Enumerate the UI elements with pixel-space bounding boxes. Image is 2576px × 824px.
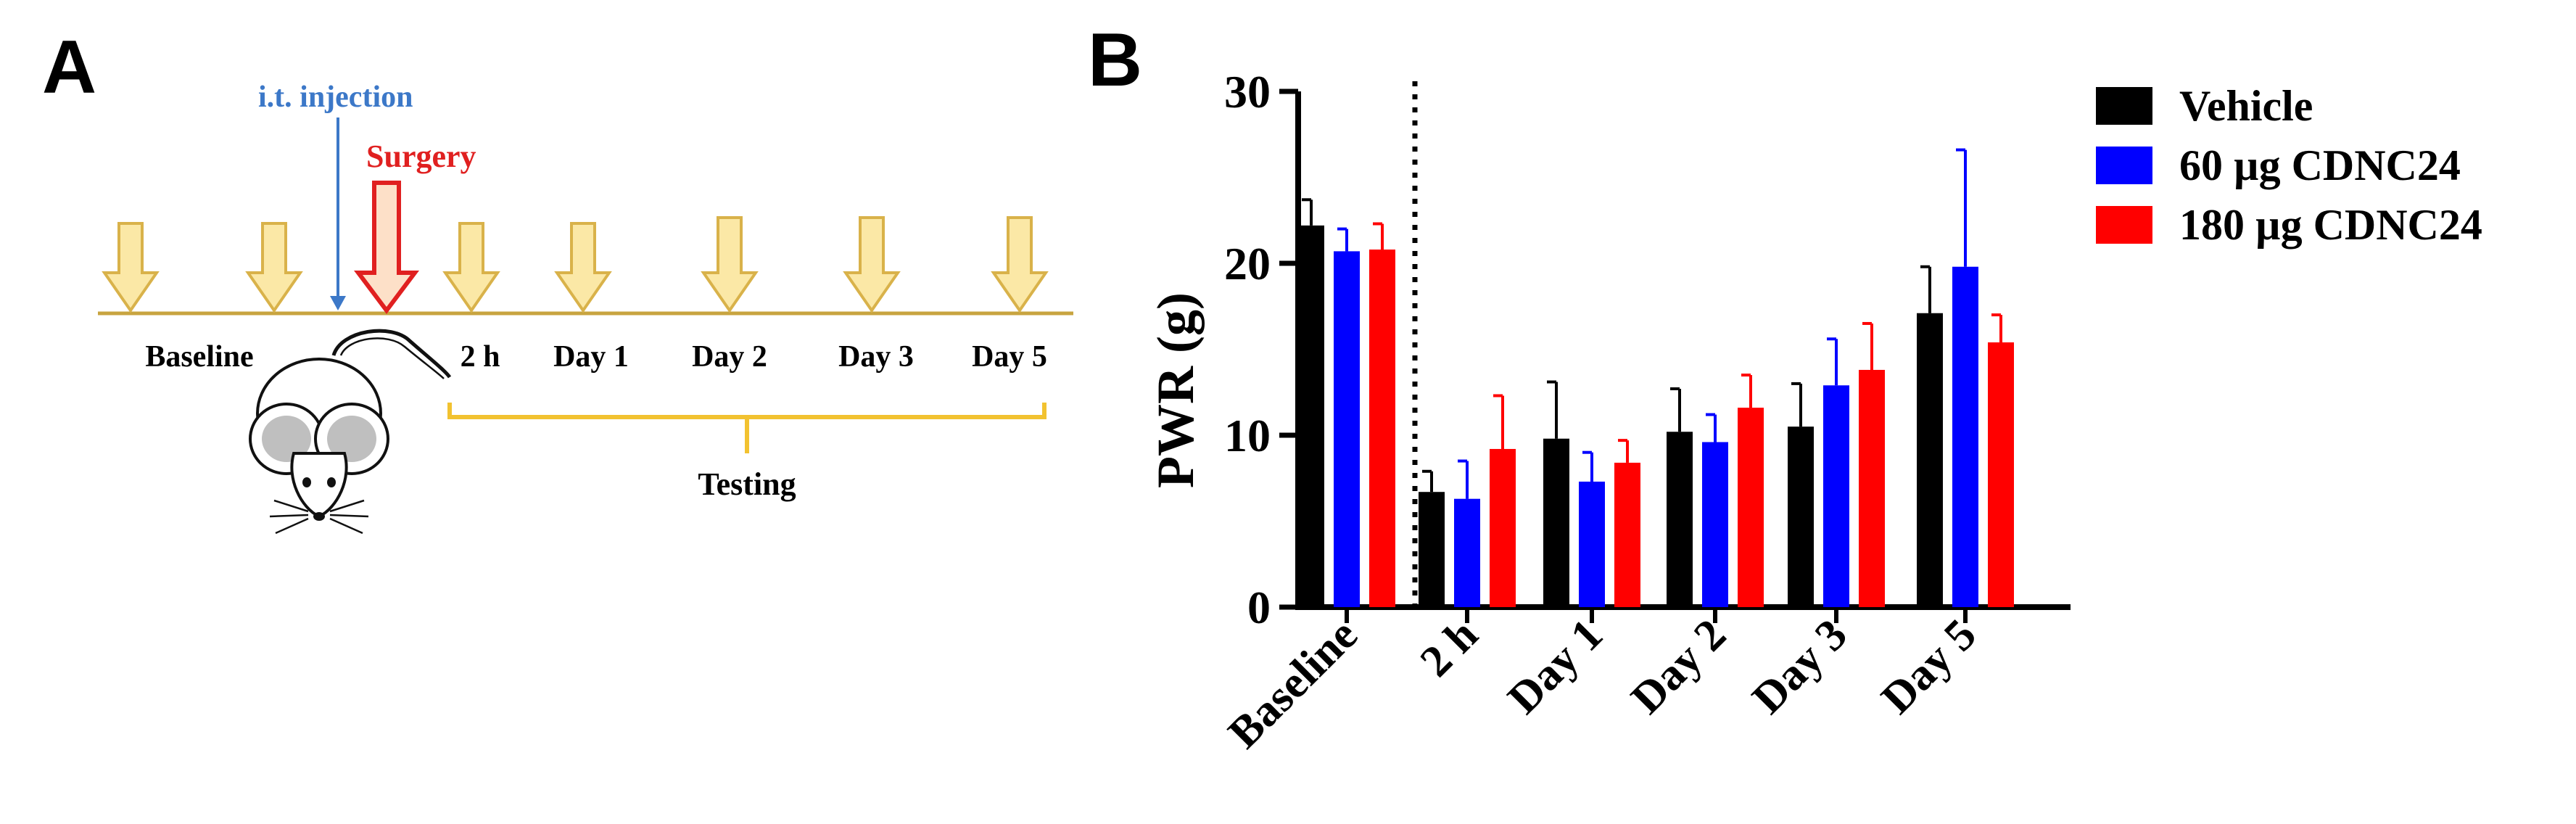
panel-b-letter: B (1088, 18, 1142, 102)
x-tick-label: Day 1 (1498, 610, 1611, 723)
down-arrow-icon-day2 (701, 216, 759, 313)
bar-vehicle (1298, 225, 1324, 607)
x-tick-label: Day 3 (1743, 610, 1856, 723)
legend-swatch-180ug (2096, 206, 2152, 244)
bar-180ug (1859, 369, 1885, 607)
bar-180ug (1614, 462, 1640, 607)
bar-60ug (1454, 498, 1480, 607)
testing-label: Testing (698, 466, 796, 502)
timepoint-label-day2: Day 2 (692, 340, 767, 374)
panel-a-letter: A (42, 25, 96, 110)
timepoint-label-day1: Day 1 (553, 340, 629, 374)
y-tick-label: 10 (1224, 410, 1271, 461)
bar-vehicle (1419, 492, 1445, 607)
y-tick-label: 30 (1224, 66, 1271, 118)
panel-a: A i.t. injection Surgery Baseline 2 h Da… (42, 25, 1073, 535)
down-arrow-icon-day3 (843, 216, 901, 313)
timepoint-label-2h: 2 h (461, 340, 500, 374)
bar-180ug (1988, 342, 2014, 607)
x-tick-label: 2 h (1411, 610, 1487, 686)
y-axis-title: PWR (g) (1147, 292, 1205, 488)
legend-label-vehicle: Vehicle (2179, 82, 2313, 130)
testing-bracket (447, 403, 1046, 453)
legend-swatch-vehicle (2096, 87, 2152, 125)
timepoint-label-baseline: Baseline (145, 340, 253, 374)
down-arrow-icon-baseline-1 (102, 222, 160, 313)
bar-180ug (1490, 448, 1516, 607)
legend-label-180ug: 180 µg CDNC24 (2179, 201, 2482, 249)
bar-60ug (1334, 251, 1360, 607)
injection-arrow-head (330, 296, 346, 310)
legend: Vehicle 60 µg CDNC24 180 µg CDNC24 (2096, 82, 2482, 249)
bar-60ug (1702, 442, 1728, 607)
surgery-label: Surgery (366, 139, 476, 174)
surgery-arrow (354, 181, 419, 314)
bar-180ug (1738, 408, 1764, 607)
bar-vehicle (1788, 427, 1814, 607)
bar-60ug (1823, 385, 1849, 607)
down-arrow-icon-day5 (991, 216, 1049, 313)
x-tick-label: Day 5 (1872, 610, 1985, 723)
x-tick-label: Day 2 (1622, 610, 1735, 723)
timepoint-label-day5: Day 5 (972, 340, 1047, 374)
down-arrow-icon-baseline-2 (245, 222, 303, 313)
bar-chart: 0 10 20 30 Baseline 2 h Day 1 Day 2 Day 3 Day 5 (1219, 66, 2071, 758)
bar-180ug (1369, 250, 1395, 607)
down-arrow-icon-day1 (554, 222, 612, 313)
timepoint-arrows (102, 216, 1049, 313)
bar-vehicle (1917, 313, 1943, 607)
mouse-icon (249, 329, 452, 535)
y-tick-label: 20 (1224, 238, 1271, 289)
down-arrow-icon-2h (442, 222, 500, 313)
injection-label: i.t. injection (258, 81, 413, 114)
legend-swatch-60ug (2096, 147, 2152, 184)
y-tick-label: 0 (1247, 582, 1271, 633)
x-tick-label: Baseline (1219, 610, 1367, 758)
legend-label-60ug: 60 µg CDNC24 (2179, 141, 2461, 189)
bar-vehicle (1543, 438, 1569, 607)
bar-60ug (1579, 481, 1605, 607)
timepoint-label-day3: Day 3 (838, 340, 914, 374)
bar-60ug (1952, 266, 1978, 607)
bar-vehicle (1667, 432, 1693, 607)
